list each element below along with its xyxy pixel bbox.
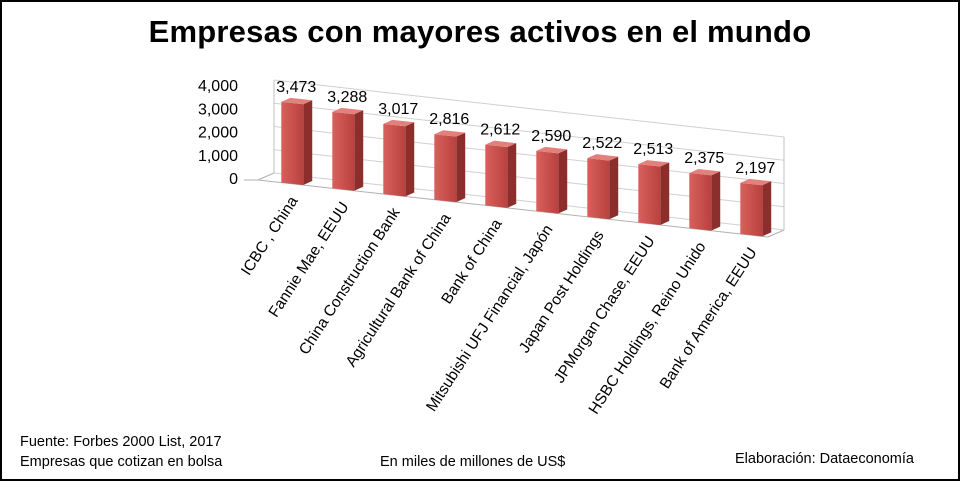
gridline xyxy=(273,79,785,138)
bar-top xyxy=(485,140,517,148)
bar-top xyxy=(332,107,364,115)
bar-top xyxy=(740,178,772,186)
floor-edge-right xyxy=(767,229,785,238)
bar-front xyxy=(434,134,457,203)
bar-side xyxy=(456,132,466,203)
bar xyxy=(638,160,670,225)
y-tick-label: 0 xyxy=(229,171,238,188)
category-label: Agricultural Bank of China xyxy=(343,210,455,370)
y-tick-label: 4,000 xyxy=(198,78,238,95)
credit-note: Elaboración: Dataeconomía xyxy=(735,451,914,467)
data-label: 2,590 xyxy=(531,128,571,145)
data-label: 2,197 xyxy=(735,160,775,177)
bar-front xyxy=(332,111,355,191)
bar-front xyxy=(485,144,508,208)
data-label: 2,375 xyxy=(684,150,724,167)
bar-front xyxy=(689,172,712,231)
category-label: ICBC , China xyxy=(238,193,302,278)
bar-side xyxy=(711,171,721,231)
bar-top xyxy=(587,154,619,161)
category-label: China Construction Bank xyxy=(296,205,404,358)
listing-note: Empresas que cotizan en bolsa xyxy=(20,454,223,470)
data-label: 2,513 xyxy=(633,141,673,158)
bar-top xyxy=(383,119,415,127)
data-label: 3,017 xyxy=(378,101,418,118)
bar-side xyxy=(354,110,364,191)
bar xyxy=(485,140,517,208)
bar xyxy=(587,154,619,220)
source-note: Fuente: Forbes 2000 List, 2017 xyxy=(20,434,222,450)
bar-top xyxy=(434,130,466,137)
bar xyxy=(689,168,721,231)
bar-front xyxy=(587,158,610,220)
bar-front xyxy=(281,101,304,186)
bar xyxy=(332,107,364,191)
y-axis-ticks: 0 1,000 2,000 3,000 4,000 xyxy=(198,78,238,188)
y-tick-label: 1,000 xyxy=(198,148,238,165)
data-labels: 3,473 3,288 3,017 2,816 2,612 2,590 2,522 2,513… xyxy=(276,79,775,177)
bar xyxy=(383,119,415,197)
data-label: 2,816 xyxy=(429,111,469,128)
bar-front xyxy=(383,123,406,197)
bar-top xyxy=(536,146,568,154)
bar xyxy=(281,97,313,186)
data-label: 3,473 xyxy=(276,79,316,96)
bar-side xyxy=(660,162,670,225)
bar-front xyxy=(536,150,559,214)
chart-title: Empresas con mayores activos en el mundo xyxy=(148,14,812,49)
bar-top xyxy=(689,168,721,176)
data-label: 2,522 xyxy=(582,135,622,152)
bar-side xyxy=(609,156,619,220)
bar-side xyxy=(762,181,772,237)
bar-side xyxy=(507,143,517,208)
bar xyxy=(536,146,568,214)
units-note: En miles de millones de US$ xyxy=(380,454,566,470)
bar-side xyxy=(405,122,415,197)
bar xyxy=(434,130,466,203)
bar-top xyxy=(638,160,670,167)
bar-front xyxy=(638,164,661,225)
bar-front xyxy=(740,182,763,237)
bar-top xyxy=(281,97,313,105)
category-label: Bank of America, EEUU xyxy=(657,245,761,392)
y-tick-label: 3,000 xyxy=(198,101,238,118)
data-label: 3,288 xyxy=(327,89,367,106)
bar-side xyxy=(558,149,568,214)
bars xyxy=(281,97,772,237)
category-label: JPMorgan Chase, EEUU xyxy=(551,233,659,386)
floor-edge-front xyxy=(257,179,769,238)
y-tick-label: 2,000 xyxy=(198,125,238,142)
bar-side xyxy=(303,100,313,186)
bar xyxy=(740,178,772,237)
floor-edge-left xyxy=(257,172,275,181)
data-label: 2,612 xyxy=(480,122,520,139)
